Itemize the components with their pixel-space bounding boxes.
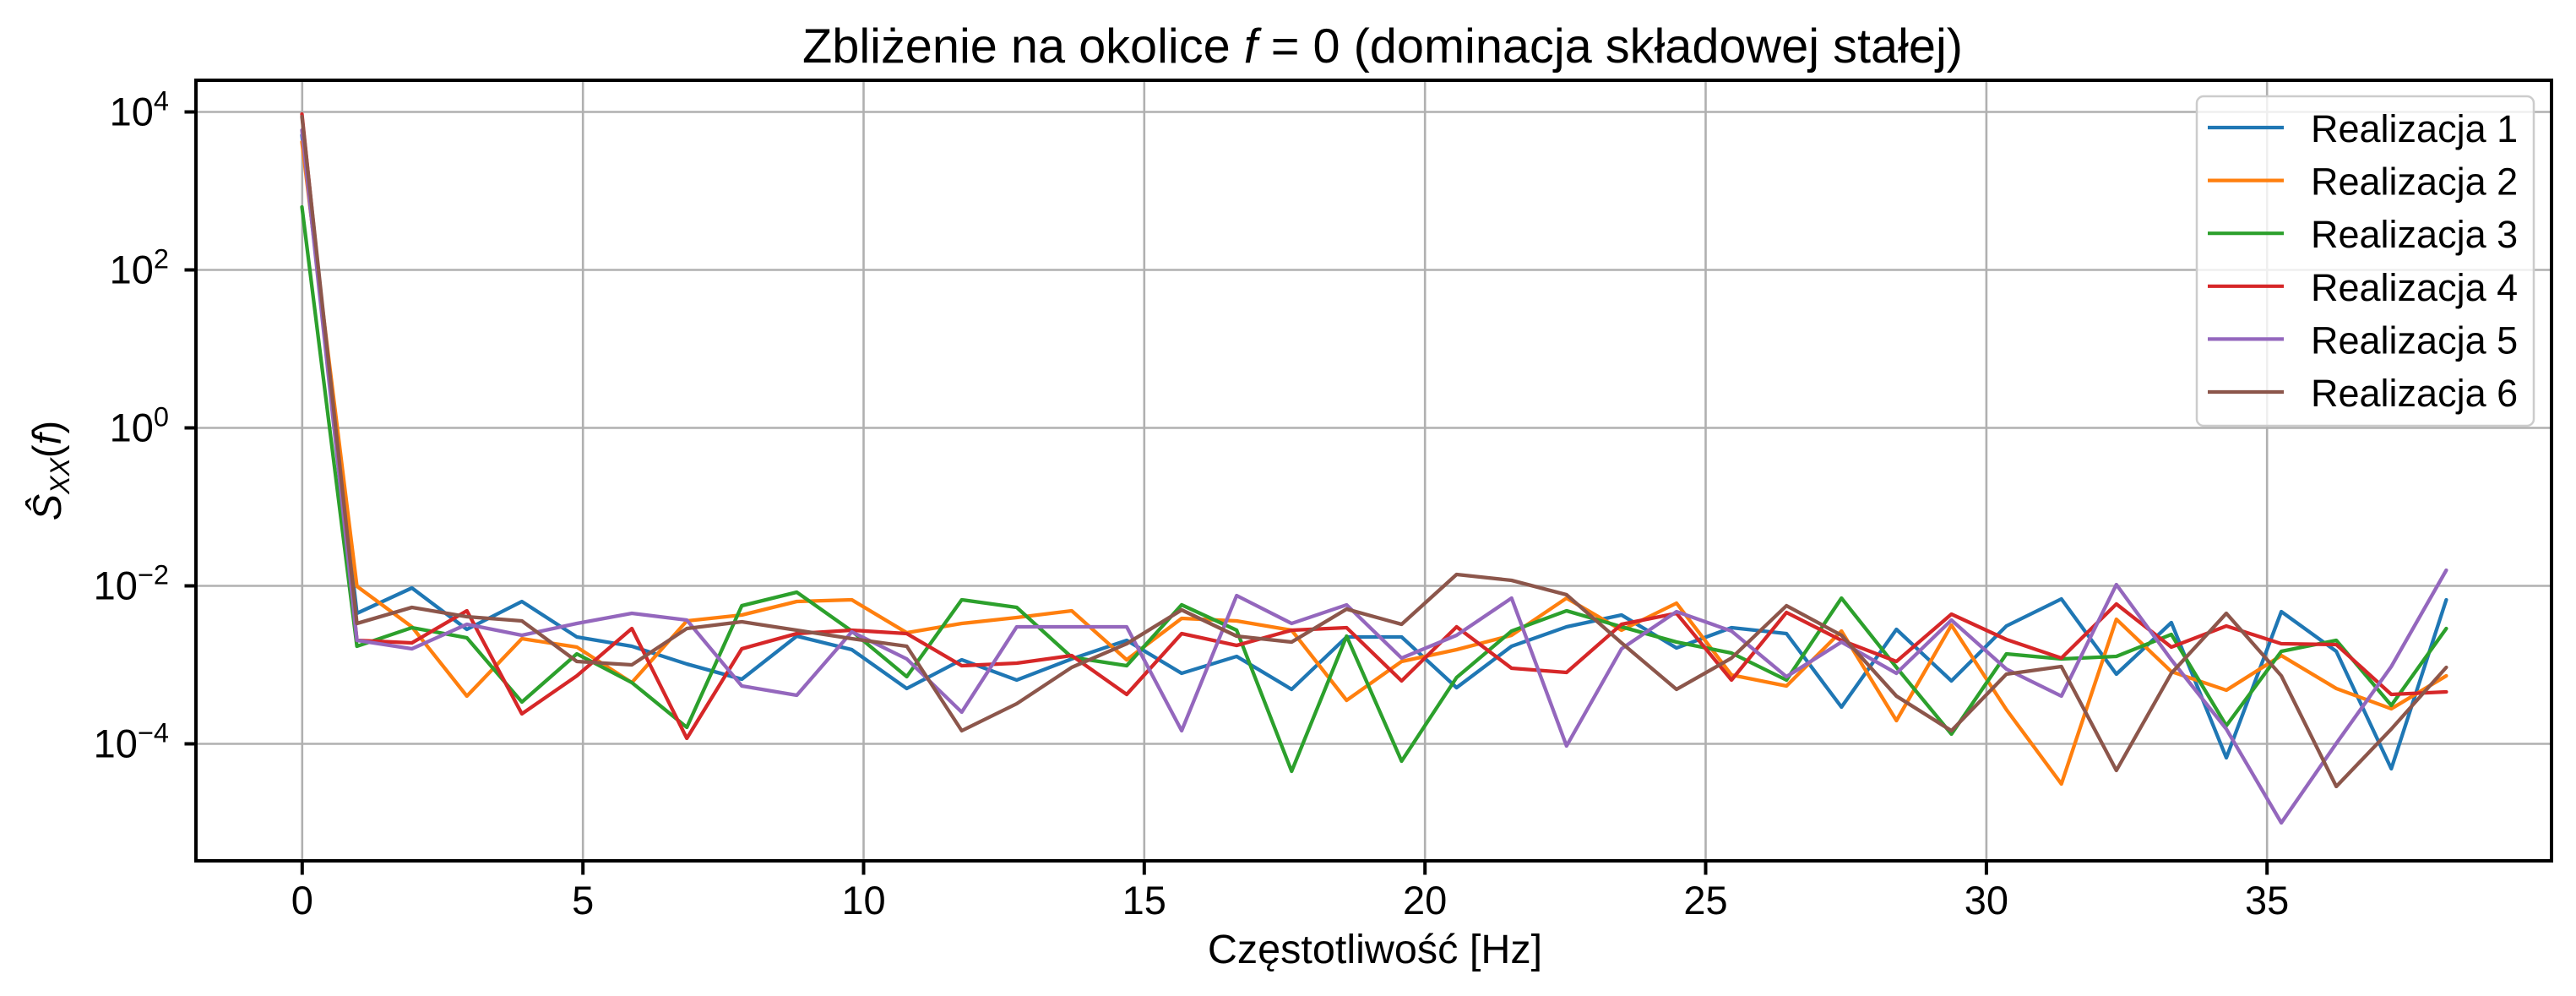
svg-text:20: 20: [1403, 878, 1447, 923]
svg-text:Realizacja 3: Realizacja 3: [2311, 213, 2518, 256]
svg-text:0: 0: [291, 878, 313, 923]
svg-text:30: 30: [1965, 878, 2008, 923]
svg-text:Zbliżenie na okolice f = 0 (do: Zbliżenie na okolice f = 0 (dominacja sk…: [802, 19, 1963, 73]
svg-text:5: 5: [572, 878, 594, 923]
svg-text:ŜXX(f): ŜXX(f): [24, 421, 75, 520]
svg-text:35: 35: [2245, 878, 2289, 923]
svg-text:Realizacja 5: Realizacja 5: [2311, 318, 2518, 362]
svg-text:Realizacja 4: Realizacja 4: [2311, 266, 2518, 309]
svg-text:25: 25: [1683, 878, 1727, 923]
svg-text:10−4: 10−4: [94, 718, 169, 766]
svg-text:10: 10: [841, 878, 885, 923]
svg-text:Realizacja 1: Realizacja 1: [2311, 107, 2518, 150]
svg-text:102: 102: [110, 244, 169, 292]
svg-text:Realizacja 6: Realizacja 6: [2311, 372, 2518, 415]
svg-text:15: 15: [1122, 878, 1166, 923]
svg-text:Realizacja 2: Realizacja 2: [2311, 161, 2518, 204]
svg-text:Częstotliwość [Hz]: Częstotliwość [Hz]: [1208, 927, 1542, 972]
